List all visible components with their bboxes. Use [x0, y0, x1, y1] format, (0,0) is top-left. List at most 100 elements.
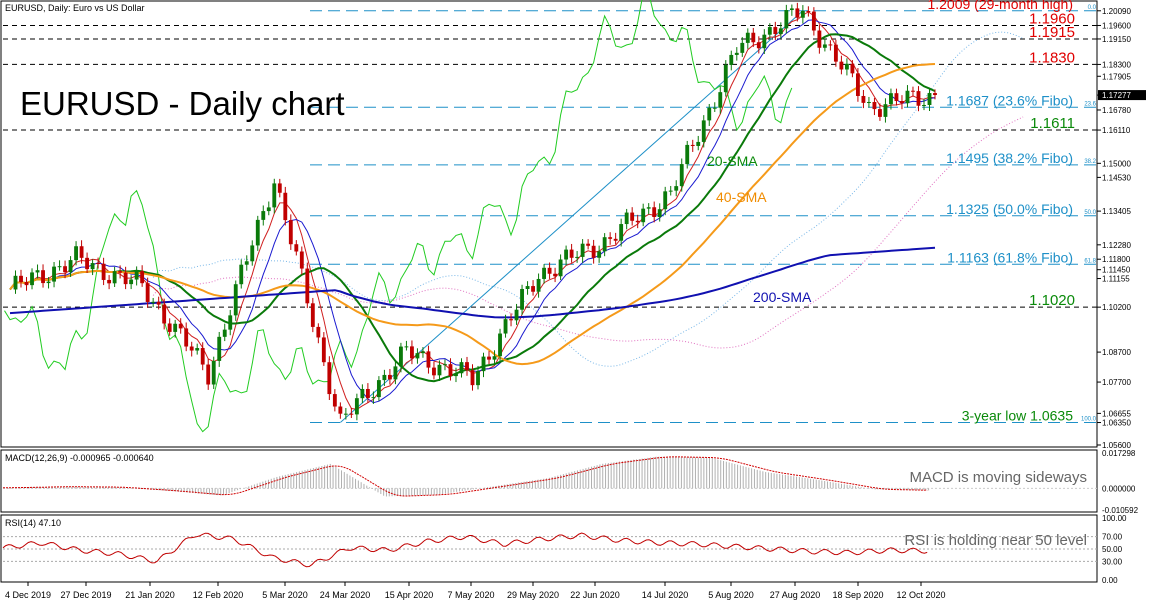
price-label-9: 1.14530 — [1102, 173, 1131, 182]
candle-body — [13, 275, 18, 290]
candle-body — [41, 270, 45, 284]
fibo-label-2: 1.1495 (38.2% Fibo) — [946, 150, 1073, 166]
candle-body — [878, 109, 882, 117]
candle-body — [167, 323, 172, 332]
candle-body — [371, 397, 376, 399]
price-label-4: 1.17905 — [1102, 72, 1131, 81]
candle-body — [354, 398, 359, 415]
candle-body — [580, 243, 585, 257]
candle-body — [118, 271, 123, 273]
candle-body — [564, 249, 569, 260]
candle-body — [586, 243, 591, 246]
candle-body — [514, 309, 519, 321]
macd-axis-2: -0.010592 — [1102, 506, 1139, 515]
macd-label: MACD(12,26,9) -0.000965 -0.000640 — [5, 453, 154, 463]
candle-body — [811, 11, 816, 31]
fibo-pct-0: 0.0 — [1088, 5, 1097, 11]
candle-body — [630, 212, 635, 221]
macd-panel-frame — [0, 449, 1098, 513]
candle-body — [211, 360, 216, 385]
candle-body — [927, 93, 932, 106]
rsi-axis-0: 100.00 — [1102, 514, 1127, 523]
candle-body — [173, 323, 178, 332]
candle-body — [266, 207, 271, 212]
candle-body — [690, 144, 695, 146]
candle-body — [360, 388, 365, 399]
candle-body — [277, 183, 282, 193]
candle-body — [321, 337, 326, 363]
rsi-axis-4: 0.00 — [1102, 576, 1118, 585]
candle-body — [933, 93, 937, 95]
candle-body — [112, 271, 117, 284]
rsi-note: RSI is holding near 50 level — [904, 532, 1087, 549]
candle-body — [718, 92, 723, 108]
x-label-14: 12 Oct 2020 — [896, 590, 945, 600]
candle-body — [382, 374, 387, 381]
candle-body — [492, 356, 497, 360]
price-label-5: 1.17277 — [1102, 91, 1131, 100]
candle-body — [619, 224, 624, 241]
sma40-line — [9, 63, 936, 366]
candle-body — [228, 315, 233, 330]
rsi-axis-1: 70.00 — [1102, 533, 1123, 542]
symbol-line: EURUSD, Daily: Euro vs US Dollar — [5, 3, 145, 13]
candle-body — [233, 284, 238, 316]
chikou-line — [4, 0, 793, 433]
candle-body — [283, 192, 288, 221]
fibo-pct-3: 50.0 — [1084, 210, 1096, 216]
candle-body — [657, 209, 662, 217]
candle-body — [806, 11, 811, 13]
candle-body — [652, 207, 657, 217]
rsi-axis-2: 50.00 — [1102, 545, 1123, 554]
candle-body — [200, 348, 205, 365]
x-label-7: 7 May 2020 — [447, 590, 494, 600]
candle-body — [789, 8, 794, 11]
candle-body — [134, 271, 139, 280]
candle-body — [151, 301, 156, 303]
candle-body — [696, 141, 701, 146]
candle-body — [542, 267, 547, 279]
x-label-6: 15 Apr 2020 — [385, 590, 434, 600]
candle-body — [145, 283, 150, 302]
candle-body — [487, 356, 491, 360]
candle-body — [299, 251, 304, 269]
sma40-label: 40-SMA — [716, 189, 767, 205]
candle-body — [387, 374, 392, 380]
candle-body — [349, 413, 354, 415]
candle-body — [272, 183, 277, 208]
candle-body — [327, 362, 332, 395]
price-label-13: 1.11450 — [1102, 266, 1131, 275]
candle-body — [52, 266, 56, 282]
candle-body — [531, 286, 535, 292]
candle-body — [217, 336, 222, 361]
candle-body — [393, 366, 398, 380]
price-label-8: 1.15000 — [1102, 159, 1131, 168]
price-label-1: 1.19600 — [1102, 21, 1131, 30]
x-label-1: 27 Dec 2019 — [60, 590, 111, 600]
candle-body — [536, 278, 541, 292]
candle-body — [734, 52, 739, 55]
price-label-19: 1.06350 — [1102, 419, 1131, 428]
candle-body — [459, 362, 464, 374]
candle-body — [24, 282, 29, 286]
candle-body — [916, 91, 921, 106]
candle-body — [222, 329, 227, 337]
candle-body — [443, 364, 447, 366]
candle-body — [35, 270, 40, 273]
candle-body — [663, 191, 668, 210]
candle-body — [261, 211, 266, 220]
candle-body — [85, 257, 90, 270]
candle-body — [305, 268, 310, 304]
candle-body — [800, 11, 805, 18]
price-label-2: 1.19150 — [1102, 35, 1131, 44]
candle-body — [911, 90, 915, 92]
candle-body — [553, 273, 558, 277]
candle-body — [184, 328, 189, 347]
fibo-label-3: 1.1325 (50.0% Fibo) — [946, 201, 1073, 217]
rsi-axis-3: 30.00 — [1102, 557, 1123, 566]
price-label-0: 1.20090 — [1102, 7, 1131, 16]
candle-body — [432, 367, 436, 376]
candle-body — [343, 413, 348, 415]
candle-body — [415, 353, 420, 359]
x-label-3: 12 Feb 2020 — [193, 590, 244, 600]
